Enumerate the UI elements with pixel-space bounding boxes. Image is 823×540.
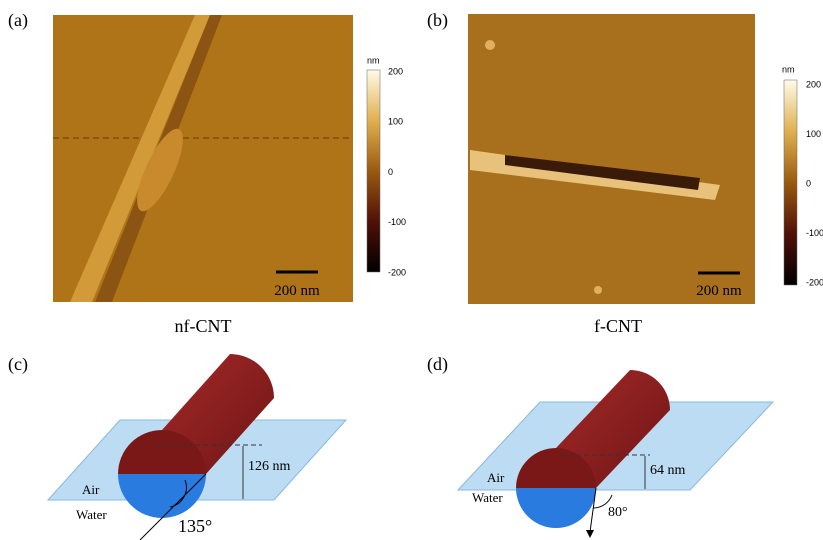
panel-label: (d)	[427, 354, 448, 375]
submerged-part	[118, 474, 206, 518]
colorbar	[367, 70, 380, 272]
colorbar-tick-label: 100	[806, 129, 821, 139]
particle	[485, 40, 495, 50]
angle-label: 80°	[608, 505, 628, 520]
water-label: Water	[76, 507, 107, 522]
colorbar-tick-label: 100	[388, 117, 403, 127]
arrow-head	[586, 530, 594, 538]
panel-label: (b)	[427, 10, 448, 31]
colorbar-ticks: 200 100 0 -100 -200	[806, 79, 823, 287]
colorbar-tick-label: -200	[388, 267, 406, 277]
panel-label: (c)	[8, 354, 28, 375]
colorbar-tick-label: 200	[806, 79, 821, 89]
particle	[594, 286, 602, 294]
scale-bar-label: 200 nm	[696, 283, 742, 299]
height-label: 64 nm	[650, 463, 686, 478]
colorbar-tick-label: 200	[388, 66, 403, 76]
water-label: Water	[472, 490, 503, 505]
submerged-part	[516, 488, 596, 528]
colorbar-tick-label: -200	[806, 277, 823, 287]
colorbar-tick-label: -100	[806, 228, 823, 238]
colorbar-tick-label: -100	[388, 217, 406, 227]
diagram-c: (c) 126 nm Air Water 135°	[8, 354, 346, 540]
angle-label: 135°	[178, 516, 212, 536]
caption: nf-CNT	[175, 316, 232, 336]
air-label: Air	[82, 482, 100, 497]
diagram-d: (d) 64 nm Air Water 80°	[427, 354, 773, 538]
colorbar-ticks: 200 100 0 -100 -200	[388, 66, 406, 277]
height-label: 126 nm	[248, 459, 291, 474]
colorbar-unit: nm	[782, 64, 795, 74]
colorbar-unit: nm	[367, 55, 380, 65]
caption: f-CNT	[594, 316, 642, 336]
afm-panel-b: (b) 200 nm nm 200 100 0 -100 -200 f-CNT	[427, 10, 823, 336]
scale-bar-label: 200 nm	[274, 283, 320, 299]
colorbar-tick-label: 0	[806, 178, 811, 188]
colorbar-tick-label: 0	[388, 167, 393, 177]
figure: (a) 200 nm nm 200 100 0 -100 -200 nf-CNT (b)…	[0, 0, 823, 540]
colorbar	[784, 80, 797, 285]
afm-panel-a: (a) 200 nm nm 200 100 0 -100 -200 nf-CNT	[8, 10, 406, 336]
air-label: Air	[487, 470, 505, 485]
panel-label: (a)	[8, 10, 28, 31]
